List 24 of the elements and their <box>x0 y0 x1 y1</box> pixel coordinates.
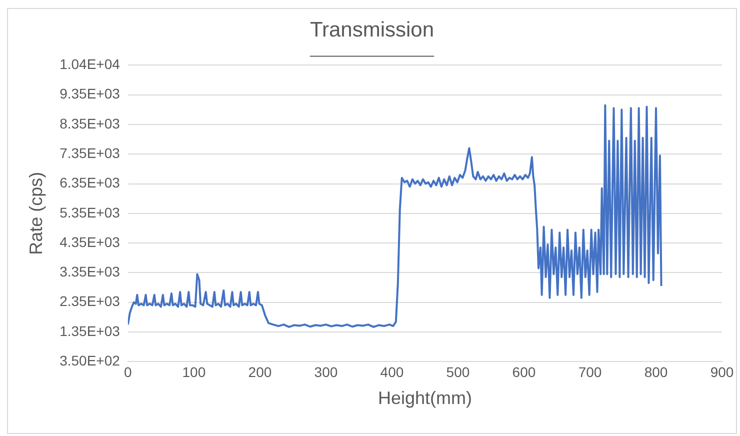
y-tick-label: 5.35E+03 <box>60 204 120 220</box>
y-tick-label: 6.35E+03 <box>60 174 120 191</box>
x-tick-label: 200 <box>248 364 272 380</box>
x-tick-label: 500 <box>446 364 470 380</box>
y-tick-label: 9.35E+03 <box>60 86 120 102</box>
y-tick-label: 2.35E+03 <box>60 293 120 310</box>
y-axis-title: Rate (cps) <box>26 172 46 255</box>
x-tick-label: 900 <box>710 364 734 380</box>
y-tick-label: 8.35E+03 <box>60 115 120 132</box>
x-tick-label: 300 <box>314 364 338 380</box>
x-tick-label: 600 <box>512 364 536 380</box>
x-tick-label: 0 <box>124 364 132 380</box>
y-tick-label: 4.35E+03 <box>60 234 120 250</box>
x-tick-label: 400 <box>380 364 404 380</box>
y-tick-label: 7.35E+03 <box>60 144 120 161</box>
y-tick-label: 3.50E+02 <box>60 352 120 368</box>
y-tick-label: 1.35E+03 <box>60 322 120 339</box>
x-axis-title: Height(mm) <box>378 388 472 408</box>
x-tick-label: 800 <box>644 364 668 380</box>
chart-title: Transmission <box>310 18 434 42</box>
x-tick-label: 100 <box>182 364 206 380</box>
x-tick-label: 700 <box>578 364 602 380</box>
y-tick-label: 3.35E+03 <box>60 264 120 280</box>
y-tick-label: 1.04E+04 <box>60 56 120 72</box>
